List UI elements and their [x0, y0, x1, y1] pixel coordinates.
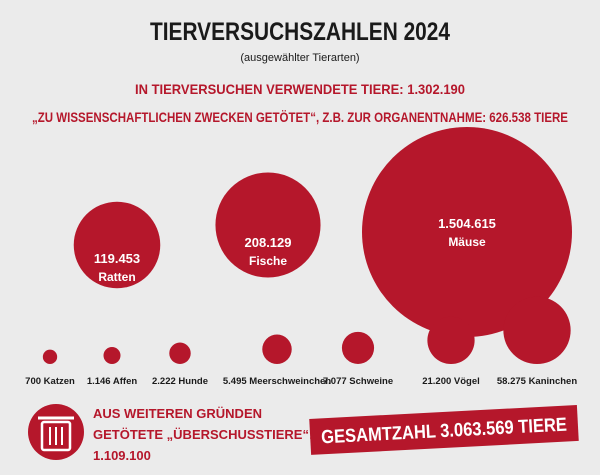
- bubble: [427, 316, 475, 364]
- item-label: 700 Katzen: [25, 376, 75, 387]
- category-label: Hunde: [178, 376, 208, 387]
- total-box: GESAMTZAHL 3.063.569 TIERE: [309, 404, 579, 455]
- value-label: 208.129: [245, 235, 292, 250]
- bubble: [341, 331, 375, 364]
- bubble: [262, 334, 292, 364]
- surplus-line: AUS WEITEREN GRÜNDEN: [93, 406, 262, 421]
- bubble: [215, 172, 321, 278]
- annotation: IN TIERVERSUCHEN VERWENDETE TIERE: 1.302…: [135, 81, 465, 97]
- bubble: [103, 346, 121, 364]
- item-label: 2.222 Hunde: [152, 376, 208, 387]
- value-label: 1.504.615: [438, 216, 496, 231]
- item-label: 1.146 Affen: [87, 376, 138, 387]
- category-label: Vögel: [454, 376, 480, 387]
- category-label: Schweine: [349, 376, 393, 387]
- category-label: Kaninchen: [529, 376, 578, 387]
- item-label: 58.275 Kaninchen: [497, 376, 577, 387]
- annotation: „ZU WISSENSCHAFTLICHEN ZWECKEN GETÖTET“,…: [32, 109, 568, 125]
- value-label: 119.453: [94, 251, 140, 266]
- surplus-value: 1.109.100: [93, 448, 151, 463]
- value-label: 1.146: [87, 376, 111, 387]
- category-label: Katzen: [44, 376, 75, 387]
- item-label: 7.077 Schweine: [323, 376, 393, 387]
- value-label: 5.495: [223, 376, 247, 387]
- trash-icon: [28, 404, 84, 460]
- item-label: 5.495 Meerschweinchen: [223, 376, 331, 387]
- total-background: [309, 404, 579, 455]
- category-label: Mäuse: [448, 235, 486, 249]
- surplus-line: GETÖTETE „ÜBERSCHUSSTIERE“:: [93, 427, 313, 442]
- bubble: [169, 342, 191, 364]
- item-label: 21.200 Vögel: [422, 376, 480, 387]
- bubble: [503, 296, 571, 364]
- category-label: Fische: [249, 254, 287, 268]
- category-label: Affen: [113, 376, 137, 387]
- category-label: Meerschweinchen: [249, 376, 331, 387]
- bubble: [362, 127, 572, 337]
- value-label: 700: [25, 376, 41, 387]
- category-label: Ratten: [98, 270, 135, 284]
- value-label: 21.200: [422, 376, 451, 387]
- chart-title: TIERVERSUCHSZAHLEN 2024: [150, 18, 450, 46]
- value-label: 7.077: [323, 376, 347, 387]
- value-label: 2.222: [152, 376, 176, 387]
- bubble: [73, 201, 161, 289]
- value-label: 58.275: [497, 376, 527, 387]
- subtitle: (ausgewählter Tierarten): [240, 52, 359, 64]
- bubble: [42, 349, 58, 364]
